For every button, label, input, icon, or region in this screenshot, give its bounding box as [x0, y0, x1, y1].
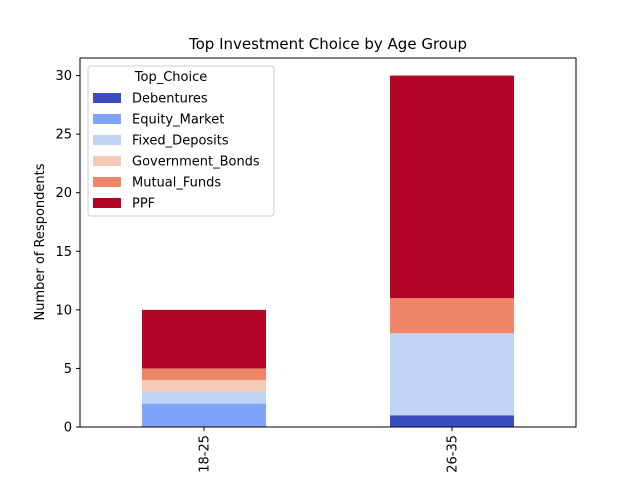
legend-swatch-ppf — [93, 198, 121, 208]
x-axis: 18-25 26-35 — [198, 427, 461, 473]
bar-26-35-fixed-deposits — [390, 333, 514, 416]
legend-label-debentures: Debentures — [132, 92, 208, 107]
x-tick-label-26-35: 26-35 — [446, 435, 461, 473]
bar-18-25-ppf — [142, 309, 266, 369]
y-axis-title: Number of Respondents — [33, 163, 48, 320]
y-tick-label: 30 — [55, 69, 72, 84]
bar-26-35-mutual-funds — [390, 298, 514, 334]
bars-group — [142, 75, 514, 427]
legend-label-mutual-funds: Mutual_Funds — [132, 176, 221, 191]
legend-label-government-bonds: Government_Bonds — [132, 155, 260, 170]
y-tick-label: 20 — [55, 186, 72, 201]
legend-swatch-debentures — [93, 93, 121, 103]
legend-title: Top_Choice — [134, 70, 207, 85]
x-tick-label-18-25: 18-25 — [198, 435, 213, 473]
legend-label-fixed-deposits: Fixed_Deposits — [132, 134, 229, 149]
bar-18-25-fixed-deposits — [142, 391, 266, 404]
chart-title: Top Investment Choice by Age Group — [188, 35, 467, 53]
y-tick-label: 0 — [64, 421, 72, 436]
y-tick-label: 15 — [55, 245, 72, 260]
bar-26-35-ppf — [390, 75, 514, 299]
legend-swatch-mutual-funds — [93, 177, 121, 187]
legend: Top_Choice Debentures Equity_Market Fixed_D… — [87, 65, 275, 217]
bar-18-25-mutual-funds — [142, 368, 266, 381]
y-tick-label: 10 — [55, 303, 72, 318]
y-tick-label: 5 — [64, 362, 72, 377]
legend-swatch-equity-market — [93, 114, 121, 124]
plot-area-frame — [79, 57, 577, 428]
bar-18-25-government-bonds — [142, 380, 266, 392]
y-tick-label: 25 — [55, 128, 72, 143]
legend-frame — [87, 65, 275, 217]
y-axis: 0 5 10 15 20 25 30 — [55, 69, 80, 436]
bar-18-25-equity-market — [142, 403, 266, 427]
legend-swatch-fixed-deposits — [93, 135, 121, 145]
legend-label-ppf: PPF — [132, 197, 155, 212]
bar-26-35-debentures — [390, 415, 514, 427]
legend-label-equity-market: Equity_Market — [132, 113, 224, 128]
legend-swatch-government-bonds — [93, 156, 121, 166]
